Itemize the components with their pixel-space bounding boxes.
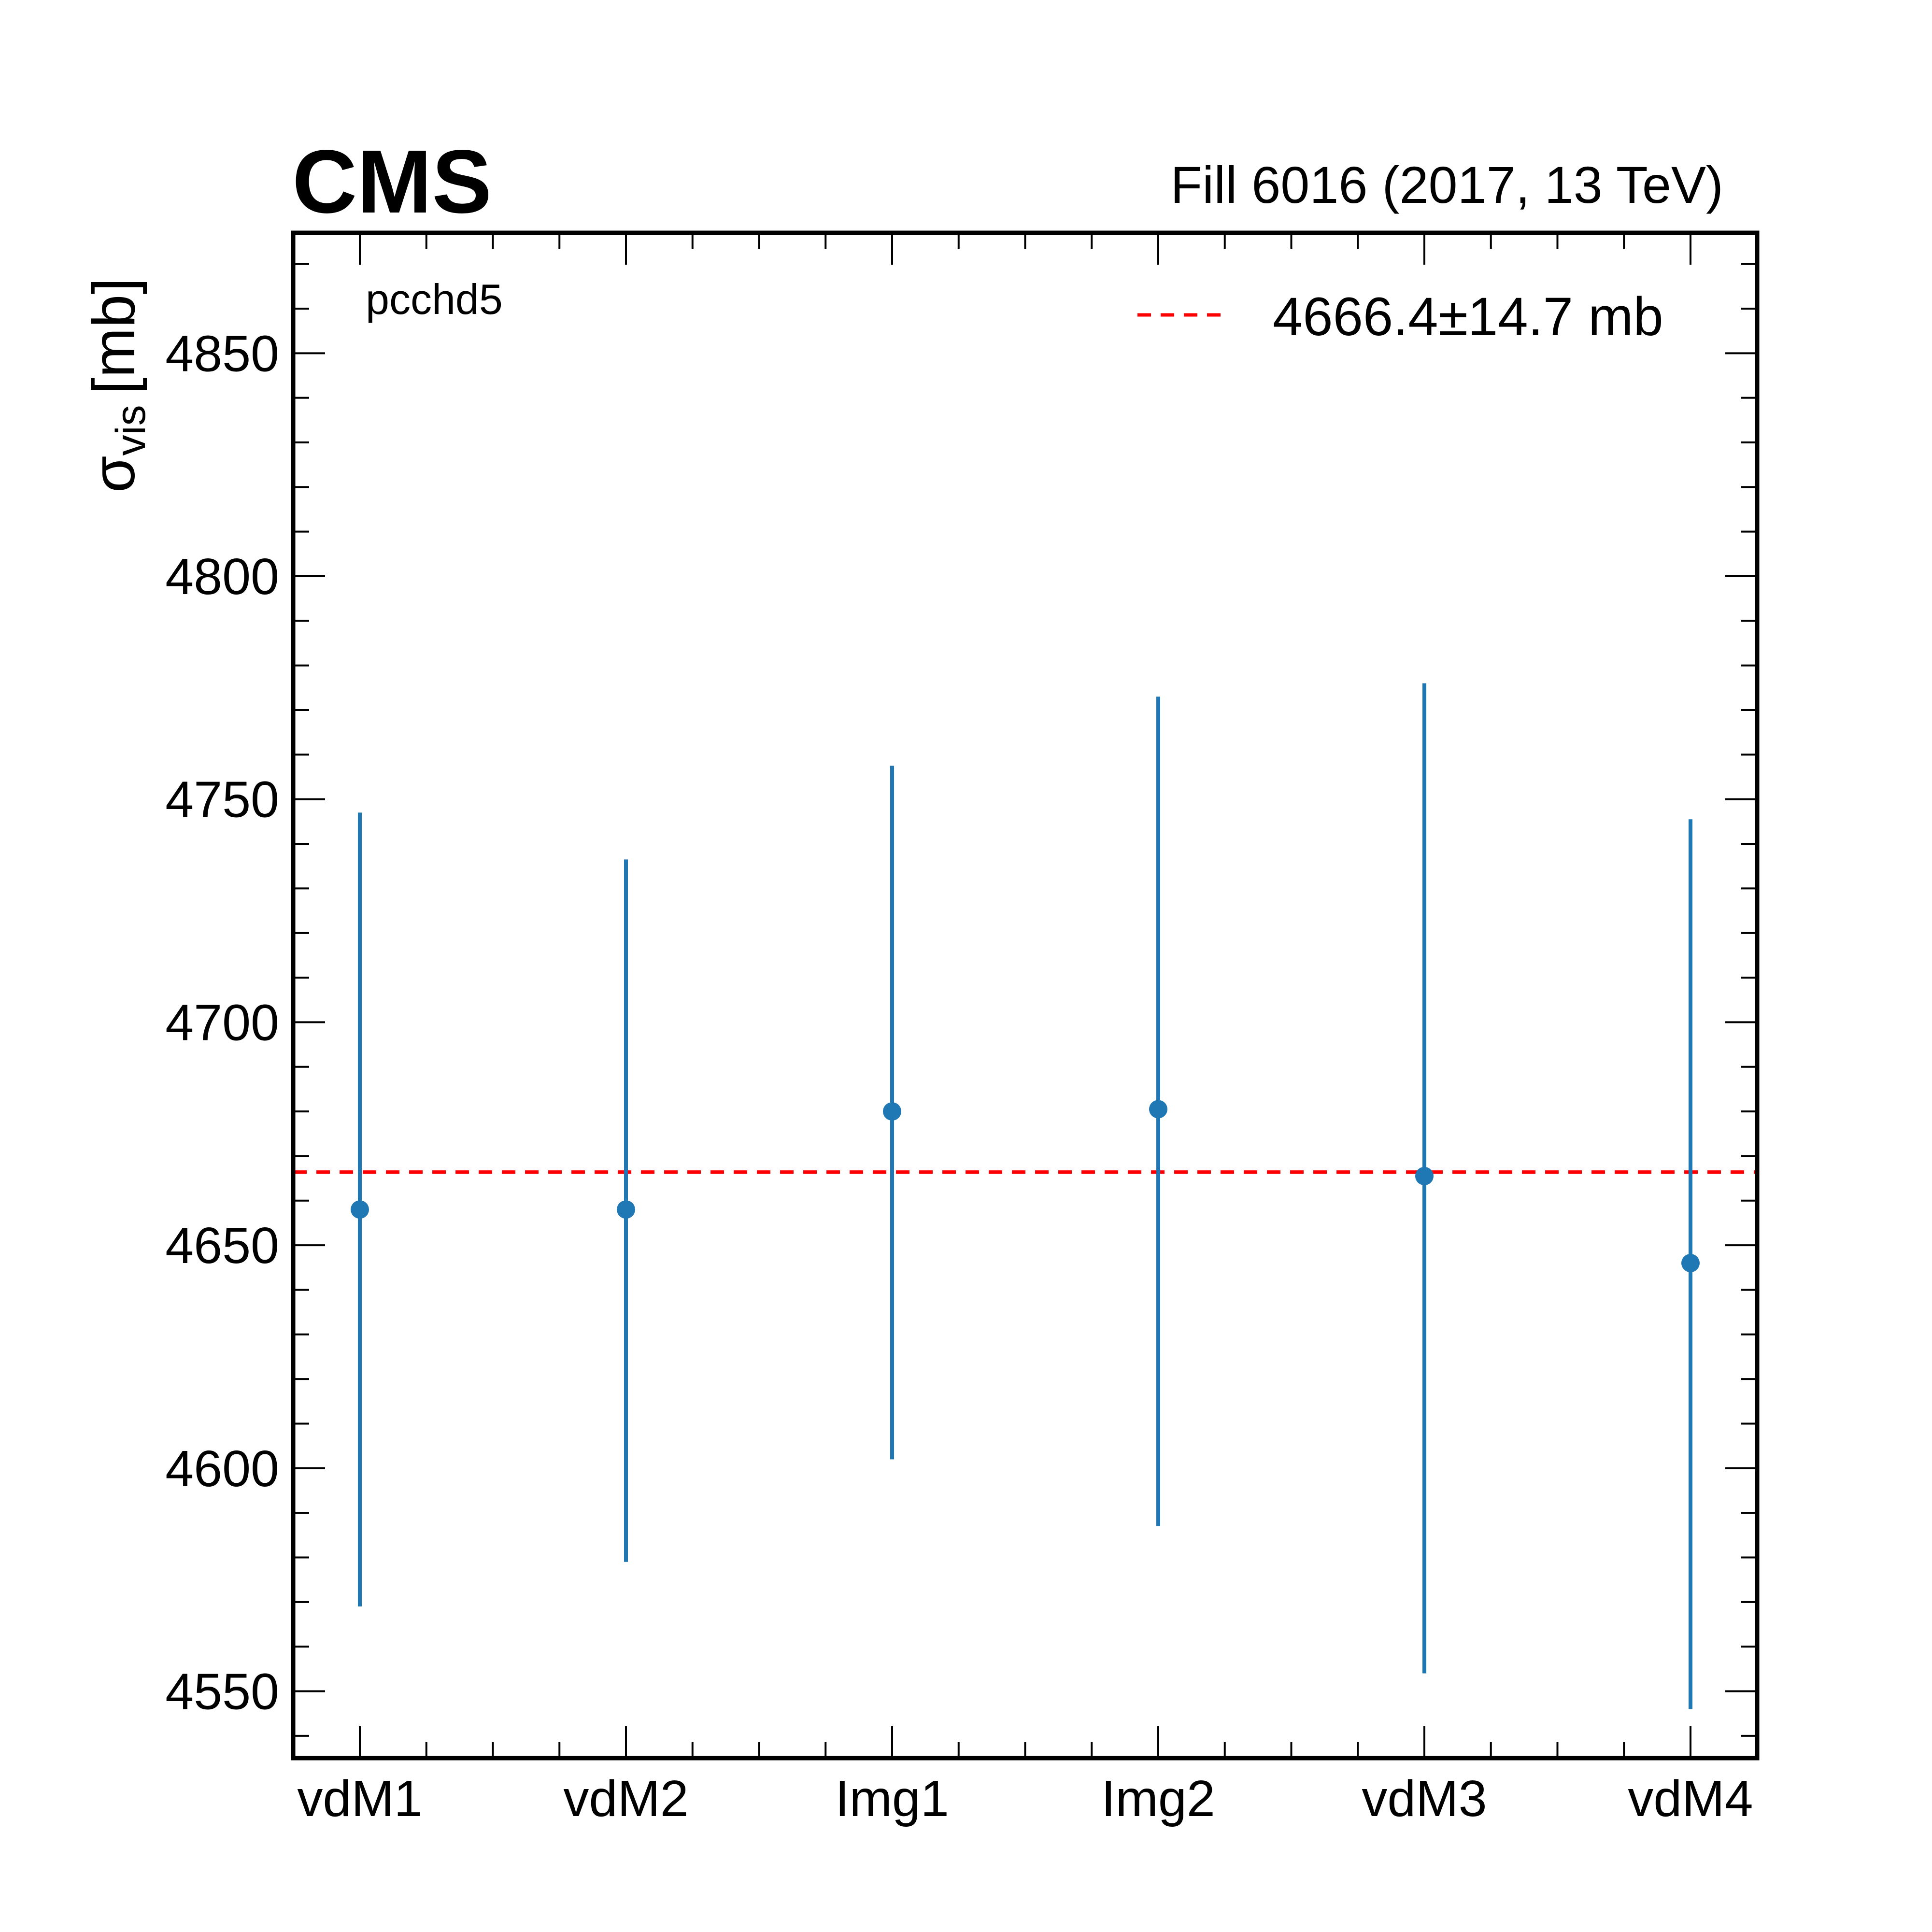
- y-axis-label-unit: [mb]: [81, 278, 147, 394]
- y-tick-label: 4650: [165, 1217, 279, 1274]
- y-axis-label-subscript: vis: [108, 405, 154, 455]
- y-tick-label: 4750: [165, 771, 279, 828]
- x-tick-label: vdM3: [1362, 1770, 1487, 1827]
- x-tick-label: vdM4: [1628, 1770, 1753, 1827]
- x-tick-label: Img1: [835, 1770, 949, 1827]
- x-tick-label: vdM2: [563, 1770, 688, 1827]
- data-point: [351, 1200, 369, 1219]
- y-tick-label: 4550: [165, 1663, 279, 1720]
- data-point: [1681, 1254, 1700, 1273]
- plot-frame: [291, 230, 1760, 1761]
- y-tick-label: 4700: [165, 994, 279, 1051]
- data-point: [1149, 1100, 1167, 1119]
- y-axis-label: σvis [mb]: [81, 278, 154, 493]
- y-tick-label: 4850: [165, 325, 279, 382]
- y-axis-label-symbol: σ: [81, 455, 147, 493]
- data-point: [883, 1102, 901, 1121]
- chart-tag: pcchd5: [366, 275, 503, 323]
- data-point: [617, 1200, 635, 1219]
- chart-title: CMS: [292, 132, 492, 232]
- y-tick-label: 4600: [165, 1440, 279, 1497]
- tick-labels: 4550 4600 4650 4700 4750 4800 4850 vdM1 vdM2 Img1…: [165, 325, 1753, 1827]
- legend-reference-label: 4666.4±14.7 mb: [1273, 286, 1663, 347]
- y-tick-label: 4800: [165, 548, 279, 605]
- x-tick-label: vdM1: [297, 1770, 422, 1827]
- chart-subtitle: Fill 6016 (2017, 13 TeV): [1170, 156, 1723, 214]
- x-tick-label: Img2: [1101, 1770, 1215, 1827]
- data-point: [1415, 1166, 1434, 1185]
- data-layer: [351, 683, 1700, 1709]
